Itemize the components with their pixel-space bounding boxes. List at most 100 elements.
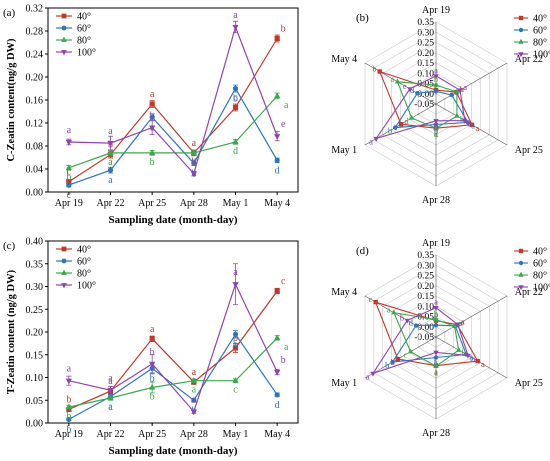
radar-point bbox=[408, 114, 415, 120]
radar-point bbox=[454, 88, 460, 94]
x-tick-label: Apr 19 bbox=[55, 198, 83, 209]
significance-letter: d bbox=[275, 165, 280, 176]
legend-marker bbox=[518, 15, 524, 21]
legend-label: 40° bbox=[533, 14, 547, 25]
x-tick-label: May 1 bbox=[223, 198, 249, 209]
legend-marker bbox=[518, 38, 524, 44]
radar-point bbox=[433, 316, 439, 322]
x-tick-label: May 1 bbox=[223, 429, 249, 440]
y-tick-label: 0.20 bbox=[26, 73, 44, 84]
radar-point bbox=[407, 348, 414, 354]
series-line bbox=[68, 38, 278, 183]
data-point bbox=[149, 383, 156, 390]
significance-letter: a bbox=[150, 324, 155, 335]
significance-letter: c bbox=[67, 190, 72, 201]
radar-point bbox=[433, 355, 439, 360]
legend-label: 40° bbox=[533, 247, 547, 258]
radar-letter: d bbox=[434, 129, 439, 139]
panel-c-line-chart: (c) 0.00 0.05 0.10 0.15 0.20 0.25 0.30 0.35 0.40 A… bbox=[3, 237, 299, 457]
y-axis-title: C-Zeatin content(ng/g DW) bbox=[6, 38, 17, 162]
legend-label: 60° bbox=[77, 24, 91, 35]
significance-letter: b bbox=[150, 157, 155, 168]
radar-point bbox=[457, 88, 463, 94]
legend-marker bbox=[61, 13, 67, 19]
radar-axis-label: Apr 19 bbox=[422, 238, 450, 249]
x-tick-label: Apr 22 bbox=[96, 429, 124, 440]
radar-letter: c bbox=[434, 353, 438, 363]
x-tick-label: May 4 bbox=[264, 198, 290, 209]
panel-d-radar-chart: (d)-0.050.000.050.100.150.200.250.300.35… bbox=[331, 238, 550, 439]
significance-letter: c bbox=[192, 395, 197, 406]
x-tick-label: May 4 bbox=[264, 429, 290, 440]
radar-axis-label: May 4 bbox=[331, 54, 357, 65]
legend-marker bbox=[61, 258, 67, 264]
significance-letter: c bbox=[281, 276, 286, 287]
significance-letter: b bbox=[191, 157, 196, 168]
radar-point bbox=[433, 119, 439, 125]
radar-axis-label: Apr 22 bbox=[515, 54, 543, 65]
legend-marker bbox=[518, 285, 524, 291]
significance-letter: b bbox=[233, 339, 238, 350]
legend-label: 80° bbox=[533, 271, 547, 282]
y-tick-label: 0.00 bbox=[26, 419, 44, 430]
radar-letter: b bbox=[434, 122, 438, 132]
series-line bbox=[68, 337, 278, 408]
radar-point bbox=[469, 122, 475, 128]
data-point bbox=[149, 361, 156, 368]
significance-letter: a bbox=[108, 376, 113, 387]
radar-axis-label: May 1 bbox=[331, 378, 357, 389]
legend-marker bbox=[518, 52, 524, 58]
significance-letter: b bbox=[281, 355, 286, 366]
data-point bbox=[190, 149, 197, 155]
radar-letter: a bbox=[434, 367, 438, 377]
radar-point bbox=[465, 353, 471, 359]
radar-point bbox=[451, 323, 458, 328]
legend-label: 60° bbox=[533, 259, 547, 270]
radar-point bbox=[394, 78, 401, 84]
y-tick-label: 0.35 bbox=[26, 259, 44, 270]
radar-letter: a bbox=[475, 123, 479, 133]
radar-letter: b bbox=[434, 310, 438, 320]
radar-letter: e bbox=[403, 81, 407, 91]
data-point bbox=[149, 149, 156, 155]
legend-label: 60° bbox=[77, 257, 91, 268]
data-point bbox=[66, 179, 72, 185]
significance-letter: a bbox=[233, 10, 238, 21]
legend-label: 60° bbox=[533, 26, 547, 37]
data-point bbox=[65, 378, 72, 385]
radial-tick-label: -0.05 bbox=[414, 100, 434, 110]
spoke bbox=[435, 336, 508, 379]
significance-letter: b bbox=[150, 373, 155, 384]
series-line bbox=[68, 25, 278, 175]
radar-point bbox=[391, 309, 397, 315]
legend-label: 80° bbox=[533, 38, 547, 49]
radar-letter: a bbox=[390, 74, 394, 84]
radial-tick-label: -0.05 bbox=[414, 333, 434, 343]
radar-point bbox=[404, 318, 410, 324]
radar-letter: b bbox=[434, 309, 438, 319]
legend-label: 40° bbox=[77, 245, 91, 256]
legend-label: 80° bbox=[77, 269, 91, 280]
radial-tick-label: 0.10 bbox=[417, 69, 434, 79]
radar-point bbox=[456, 346, 462, 352]
significance-letter: a bbox=[108, 157, 113, 168]
data-point bbox=[149, 125, 156, 132]
legend-marker bbox=[61, 283, 67, 289]
significance-letter: a bbox=[233, 267, 238, 278]
radar-letter: a bbox=[434, 297, 438, 307]
radar-axis-label: Apr 22 bbox=[515, 287, 543, 298]
significance-letter: a bbox=[108, 402, 113, 413]
radar-point bbox=[462, 118, 468, 124]
radar-axis-label: Apr 28 bbox=[422, 428, 450, 439]
radar-letter: a bbox=[434, 129, 438, 139]
radar-axis-label: May 1 bbox=[331, 145, 357, 156]
data-point bbox=[190, 171, 197, 178]
radar-point bbox=[433, 89, 439, 94]
significance-letter: b bbox=[233, 94, 238, 105]
y-tick-label: 0.25 bbox=[26, 305, 44, 316]
y-tick-label: 0.10 bbox=[26, 373, 44, 384]
data-point bbox=[107, 141, 114, 147]
significance-letter: b bbox=[281, 23, 286, 34]
legend-marker bbox=[61, 269, 67, 275]
